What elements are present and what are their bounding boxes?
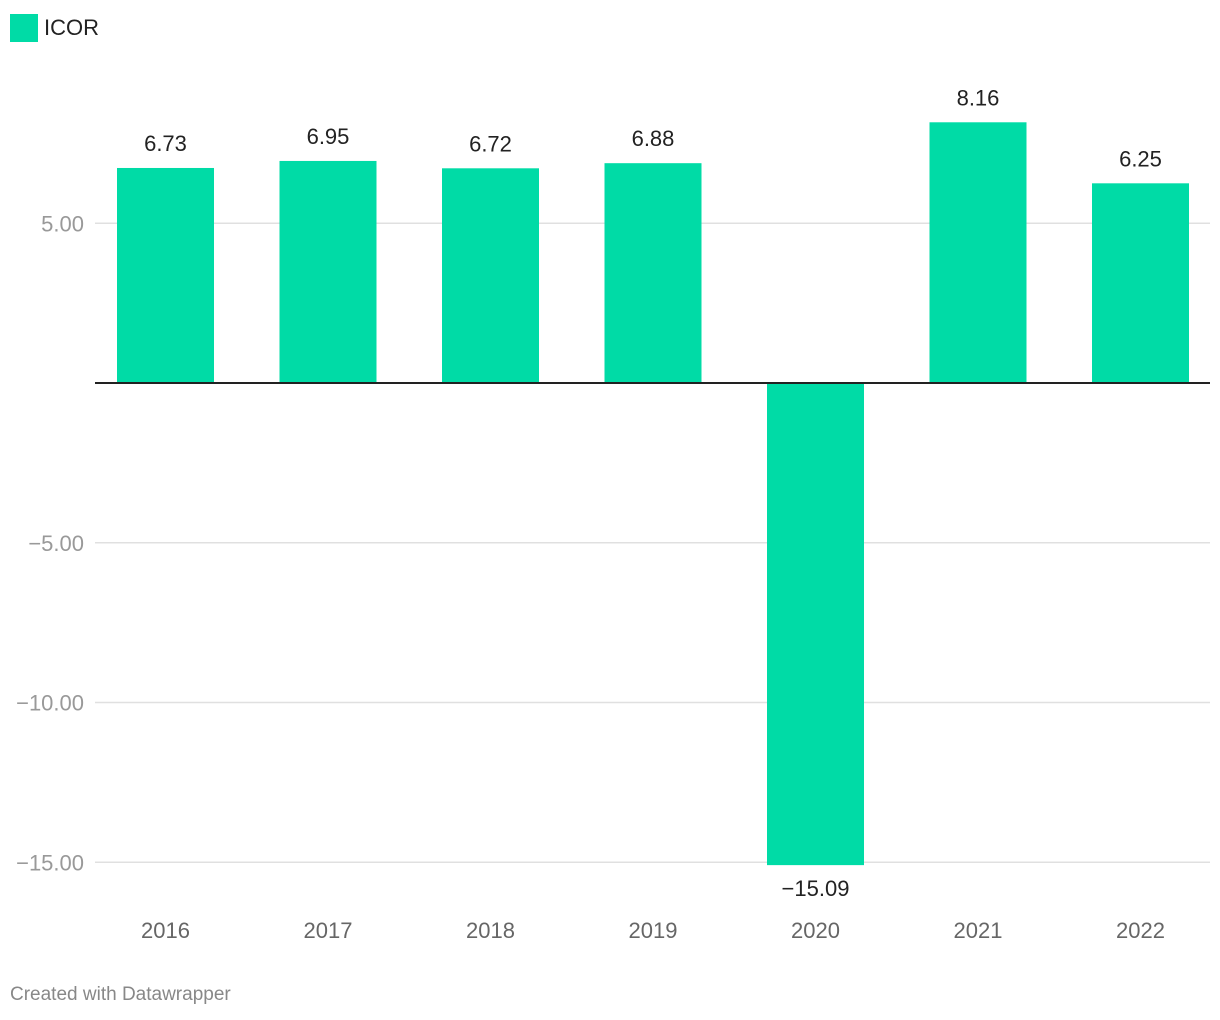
value-label: 6.72 [469, 131, 512, 156]
bar [929, 122, 1027, 384]
footer-credit: Created with Datawrapper [10, 984, 231, 1005]
bar [604, 163, 702, 383]
x-tick-label: 2020 [791, 918, 840, 943]
bar [1092, 183, 1189, 383]
y-tick-label: −15.00 [16, 850, 84, 875]
value-label: 6.25 [1119, 146, 1162, 171]
value-label: 6.73 [144, 131, 187, 156]
y-axis-ticks: 5.00 −5.00 −10.00 −15.00 [16, 211, 84, 875]
value-label: 6.88 [632, 126, 675, 151]
x-tick-label: 2018 [466, 918, 515, 943]
legend-swatch [10, 14, 38, 42]
bar [442, 168, 539, 383]
x-tick-label: 2017 [304, 918, 353, 943]
x-tick-label: 2019 [629, 918, 678, 943]
x-tick-label: 2021 [954, 918, 1003, 943]
bars [117, 122, 1189, 866]
legend: ICOR [10, 14, 99, 42]
y-tick-label: −10.00 [16, 691, 84, 716]
legend-label: ICOR [44, 15, 99, 40]
y-tick-label: 5.00 [41, 211, 84, 236]
y-tick-label: −5.00 [28, 531, 84, 556]
value-label: 6.95 [307, 124, 350, 149]
value-label: 8.16 [957, 85, 1000, 110]
value-label: −15.09 [782, 876, 850, 901]
bar [117, 167, 214, 383]
x-axis-ticks: 2016 2017 2018 2019 2020 2021 2022 [141, 918, 1165, 943]
bar [279, 160, 377, 383]
x-tick-label: 2022 [1116, 918, 1165, 943]
value-labels: 6.73 6.95 6.72 6.88 −15.09 8.16 6.25 [144, 85, 1162, 901]
bar [767, 383, 864, 866]
x-tick-label: 2016 [141, 918, 190, 943]
